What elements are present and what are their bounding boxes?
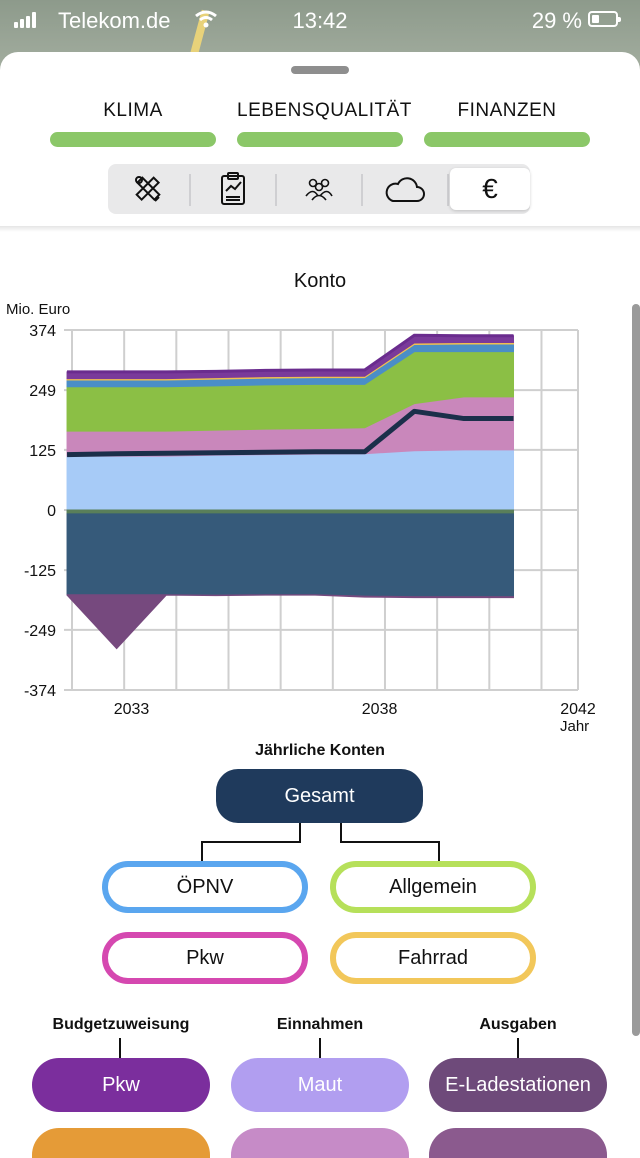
- y-tick-label: -374: [24, 683, 56, 700]
- y-tick-label: -249: [24, 623, 56, 640]
- account-oepnv[interactable]: ÖPNV: [102, 861, 308, 913]
- segment-finance[interactable]: €: [450, 168, 530, 210]
- negative-area-0: [66, 509, 515, 515]
- column-title-ausgaben: Ausgaben: [479, 1016, 557, 1033]
- ausgaben-next-button[interactable]: [429, 1128, 607, 1158]
- carrier-name: Telekom.de: [58, 8, 171, 33]
- y-tick-label: -125: [24, 563, 56, 580]
- budget-next-button[interactable]: [32, 1128, 210, 1158]
- people-icon: [305, 178, 333, 201]
- ausgaben-e-ladestationen-button[interactable]: E-Ladestationen: [429, 1058, 607, 1112]
- y-tick-label: 249: [29, 383, 56, 400]
- account-pkw[interactable]: Pkw: [102, 932, 308, 984]
- column-title-budget: Budgetzuweisung: [52, 1016, 190, 1033]
- x-tick-label: 2042: [560, 701, 596, 718]
- signal-icon: [14, 12, 40, 28]
- cloud-icon: [385, 177, 425, 202]
- category-label: LEBENSQUALITÄT: [237, 100, 412, 121]
- tools-icon: [135, 176, 161, 202]
- konten-title: Jährliche Konten: [255, 742, 385, 759]
- net-balance-line: [66, 408, 514, 458]
- x-tick-label: 2038: [362, 701, 398, 718]
- budget-pkw-button[interactable]: Pkw: [32, 1058, 210, 1112]
- x-tick-label: 2033: [114, 701, 150, 718]
- account-allgemein[interactable]: Allgemein: [330, 861, 536, 913]
- scrollbar[interactable]: [632, 304, 640, 1036]
- segment-report[interactable]: [193, 168, 273, 210]
- header-divider: [0, 226, 640, 232]
- x-axis-label: Jahr: [560, 718, 590, 735]
- positive-top-edge: [67, 333, 514, 374]
- konto-chart: 374 249 125 0 -125 -249 -374 2033 2038 2042: [24, 323, 596, 718]
- view-selector: €: [108, 164, 530, 214]
- y-tick-label: 0: [47, 503, 56, 520]
- category-label: KLIMA: [103, 100, 163, 121]
- account-gesamt[interactable]: Gesamt: [216, 769, 423, 823]
- battery-percent: 29 %: [531, 8, 582, 33]
- negative-area-2: [66, 594, 515, 650]
- positive-area-0: [66, 449, 515, 511]
- chart-title: Konto: [293, 270, 347, 292]
- euro-icon: €: [482, 173, 498, 204]
- clipboard-chart-icon: [221, 172, 245, 205]
- y-tick-label: 125: [29, 443, 56, 460]
- status-bar: Telekom.de 13:42 29 %: [0, 0, 640, 42]
- einnahmen-maut-button[interactable]: Maut: [231, 1058, 409, 1112]
- account-fahrrad[interactable]: Fahrrad: [330, 932, 536, 984]
- segment-climate[interactable]: [364, 168, 444, 210]
- y-tick-label: 374: [29, 323, 56, 340]
- sheet-grabber[interactable]: [291, 66, 349, 74]
- category-klima[interactable]: KLIMA: [50, 100, 216, 147]
- category-score-bar: [424, 132, 590, 147]
- einnahmen-next-button[interactable]: [231, 1128, 409, 1158]
- category-lebensqualitaet[interactable]: LEBENSQUALITÄT: [237, 100, 412, 147]
- segment-tools[interactable]: [108, 168, 188, 210]
- negative-area-1: [66, 513, 515, 598]
- clock: 13:42: [292, 8, 348, 33]
- y-axis-label: Mio. Euro: [6, 301, 71, 318]
- category-score-bar: [237, 132, 403, 147]
- battery-icon: [588, 11, 621, 27]
- column-title-einnahmen: Einnahmen: [276, 1016, 364, 1033]
- wifi-icon: [195, 10, 217, 28]
- segment-people[interactable]: [279, 168, 359, 210]
- category-finanzen[interactable]: FINANZEN: [424, 100, 590, 147]
- category-label: FINANZEN: [457, 100, 557, 121]
- category-score-bar: [50, 132, 216, 147]
